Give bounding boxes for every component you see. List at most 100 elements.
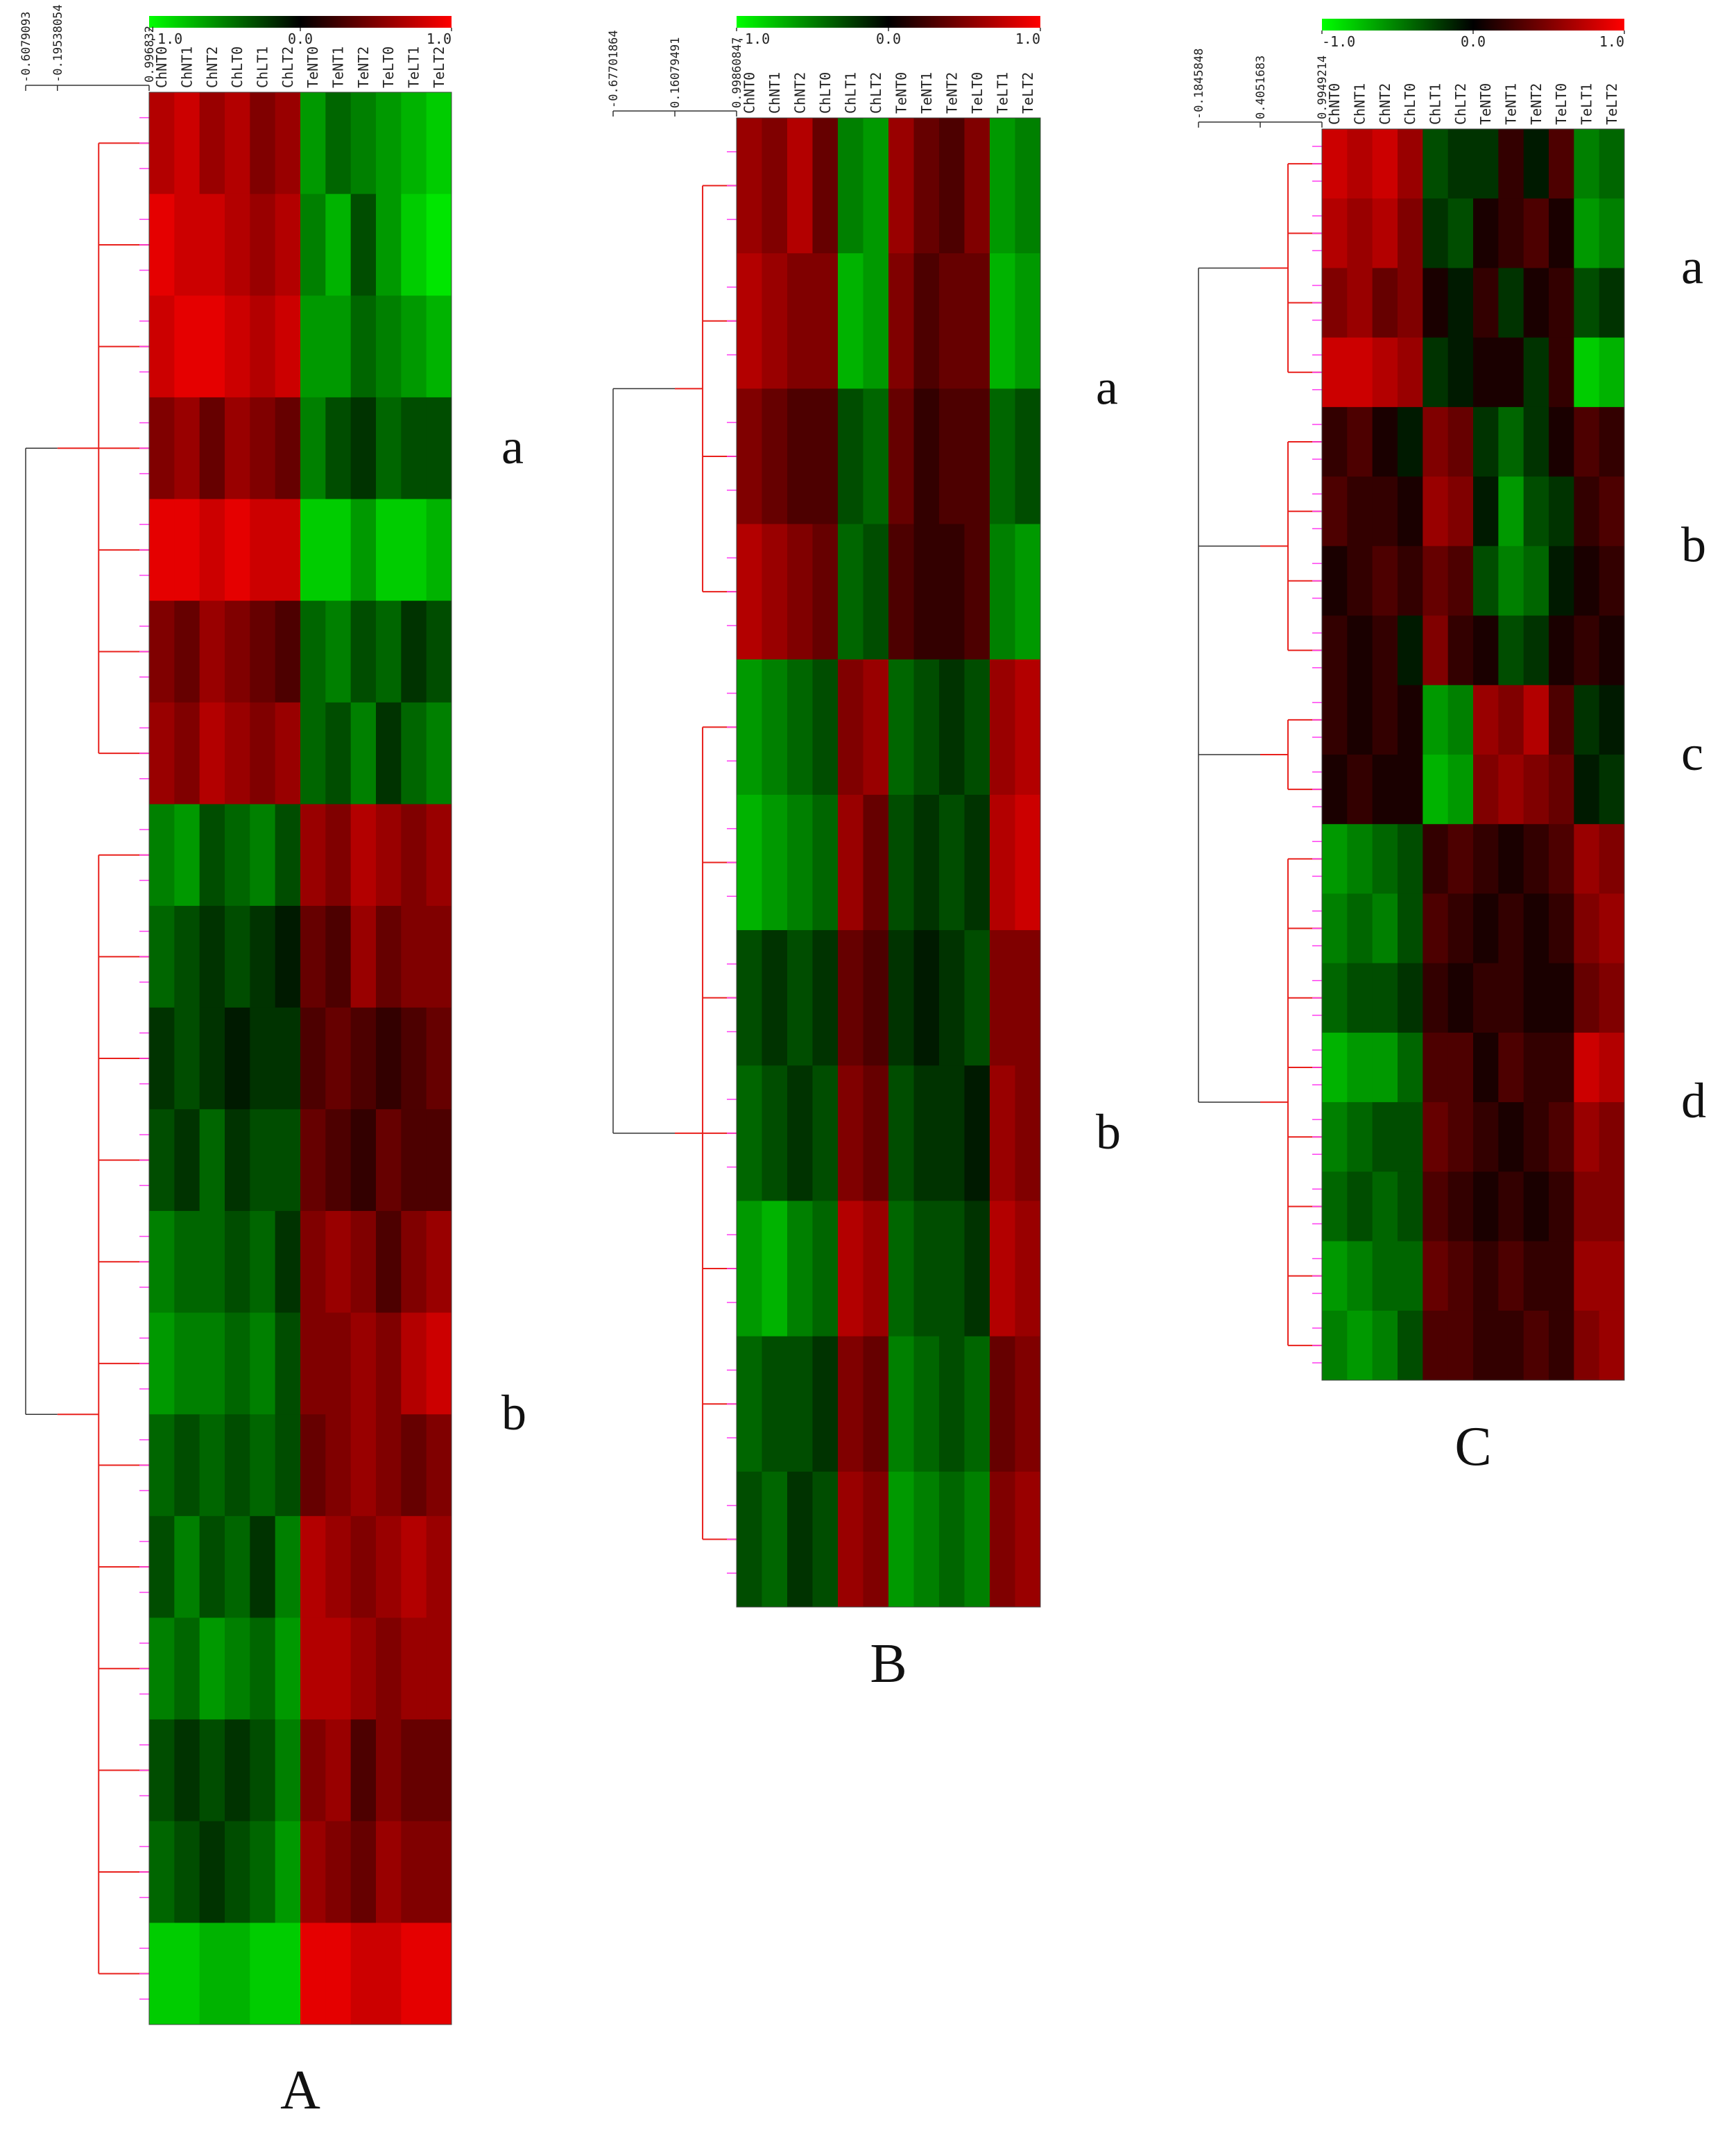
heatmap-cell (1322, 129, 1348, 199)
heatmap-cell (325, 1719, 352, 1822)
heatmap-cell (350, 1821, 377, 1923)
colorbar-tick-label: -1.0 (1322, 33, 1355, 50)
heatmap-cell (174, 1515, 200, 1618)
heatmap-cell (199, 601, 225, 703)
heatmap-cell (300, 804, 326, 907)
heatmap-cell (1549, 963, 1574, 1033)
heatmap-cell (913, 1065, 940, 1201)
column-label: ChLT1 (842, 72, 859, 114)
heatmap-cell (787, 1471, 813, 1608)
heatmap-cell (174, 92, 200, 195)
heatmap-cell (376, 1923, 402, 2025)
heatmap-cell (1523, 1171, 1549, 1242)
heatmap-cell (300, 1719, 326, 1822)
heatmap-cell (990, 659, 1015, 796)
heatmap-cell (939, 659, 965, 796)
heatmap-cell (812, 1471, 839, 1608)
heatmap-cell (762, 118, 788, 254)
heatmap-cell (913, 524, 940, 660)
heatmap-cell (225, 295, 250, 398)
heatmap-cell (426, 1719, 452, 1822)
heatmap-cell (1322, 546, 1348, 617)
heatmap-cell (1447, 1102, 1474, 1172)
heatmap-cell (1574, 1241, 1600, 1312)
column-label: ChLT0 (1402, 83, 1418, 125)
heatmap-cell (199, 1109, 225, 1212)
heatmap-cell (199, 1210, 225, 1314)
heatmap-cell (1473, 1102, 1499, 1172)
heatmap-cell (1423, 824, 1449, 894)
heatmap-cell (401, 295, 427, 398)
heatmap-cell (1372, 268, 1398, 338)
heatmap-cell (1447, 824, 1474, 894)
heatmap-cell (1322, 685, 1348, 755)
heatmap-cell (149, 1617, 175, 1720)
heatmap-cell (350, 295, 377, 398)
heatmap-cell (225, 92, 250, 195)
heatmap-cell (250, 194, 276, 296)
dendrogram-tick-label: -0.67701864 (607, 30, 621, 108)
heatmap-cell (1599, 129, 1625, 199)
colorbar-tick-label: 0.0 (1461, 33, 1486, 50)
heatmap-cell (1423, 476, 1449, 547)
heatmap-cell (838, 930, 863, 1066)
heatmap-cell (1498, 198, 1524, 268)
heatmap-cell (913, 118, 940, 254)
heatmap-cell (300, 702, 326, 805)
heatmap-cell (863, 1471, 889, 1608)
heatmap-cell (426, 804, 452, 907)
colorbar-tick-label: -1.0 (737, 31, 770, 47)
heatmap-cell (1347, 1102, 1373, 1172)
heatmap-cell (1322, 1102, 1348, 1172)
heatmap-cell (939, 1065, 965, 1201)
heatmap-cell (1498, 337, 1524, 408)
heatmap-cell (174, 1109, 200, 1212)
heatmap-cell (1398, 1310, 1423, 1381)
heatmap-cell (762, 1201, 788, 1337)
heatmap-cell (376, 906, 402, 1008)
heatmap-cell (225, 1923, 250, 2025)
heatmap-cell (1549, 685, 1574, 755)
heatmap-cell (787, 659, 813, 796)
heatmap-cell (762, 1471, 788, 1608)
heatmap-cell (1523, 406, 1549, 477)
heatmap-cell (1523, 824, 1549, 894)
heatmap-cell (1447, 198, 1474, 268)
heatmap-cell (1574, 685, 1600, 755)
heatmap-cell (1423, 893, 1449, 964)
heatmap-cell (1599, 1032, 1625, 1103)
heatmap-cell (350, 601, 377, 703)
heatmap-cell (426, 92, 452, 195)
heatmap-cell (225, 906, 250, 1008)
heatmap-cell (1599, 406, 1625, 477)
heatmap-cell (300, 1210, 326, 1314)
heatmap-cell (1473, 546, 1499, 617)
heatmap-cell (1473, 406, 1499, 477)
heatmap-cell (1347, 755, 1373, 825)
heatmap-cell (838, 118, 863, 254)
heatmap-cell (1372, 755, 1398, 825)
colorbar (1322, 19, 1624, 31)
heatmap-cell (787, 794, 813, 931)
heatmap-cell (250, 1719, 276, 1822)
heatmap-cell (350, 1617, 377, 1720)
heatmap-cell (149, 702, 175, 805)
heatmap-cell (888, 1336, 914, 1472)
column-label: ChNT2 (204, 46, 221, 88)
heatmap-cell (376, 397, 402, 500)
heatmap-cell (1447, 129, 1474, 199)
heatmap-cell (174, 1312, 200, 1415)
heatmap-cell (913, 1336, 940, 1472)
heatmap-cell (863, 524, 889, 660)
dendrogram-tick-label: 0.9949214 (1316, 55, 1330, 119)
heatmap-cell (350, 702, 377, 805)
heatmap-cell (199, 1821, 225, 1923)
heatmap-cell (1347, 129, 1373, 199)
heatmap-cell (1447, 1032, 1474, 1103)
heatmap-cell (426, 1923, 452, 2025)
heatmap-cell (350, 194, 377, 296)
heatmap-cell (1498, 1310, 1524, 1381)
panel-label: A (280, 2060, 320, 2121)
column-label: TeNT0 (893, 72, 909, 114)
heatmap-cell (250, 1821, 276, 1923)
